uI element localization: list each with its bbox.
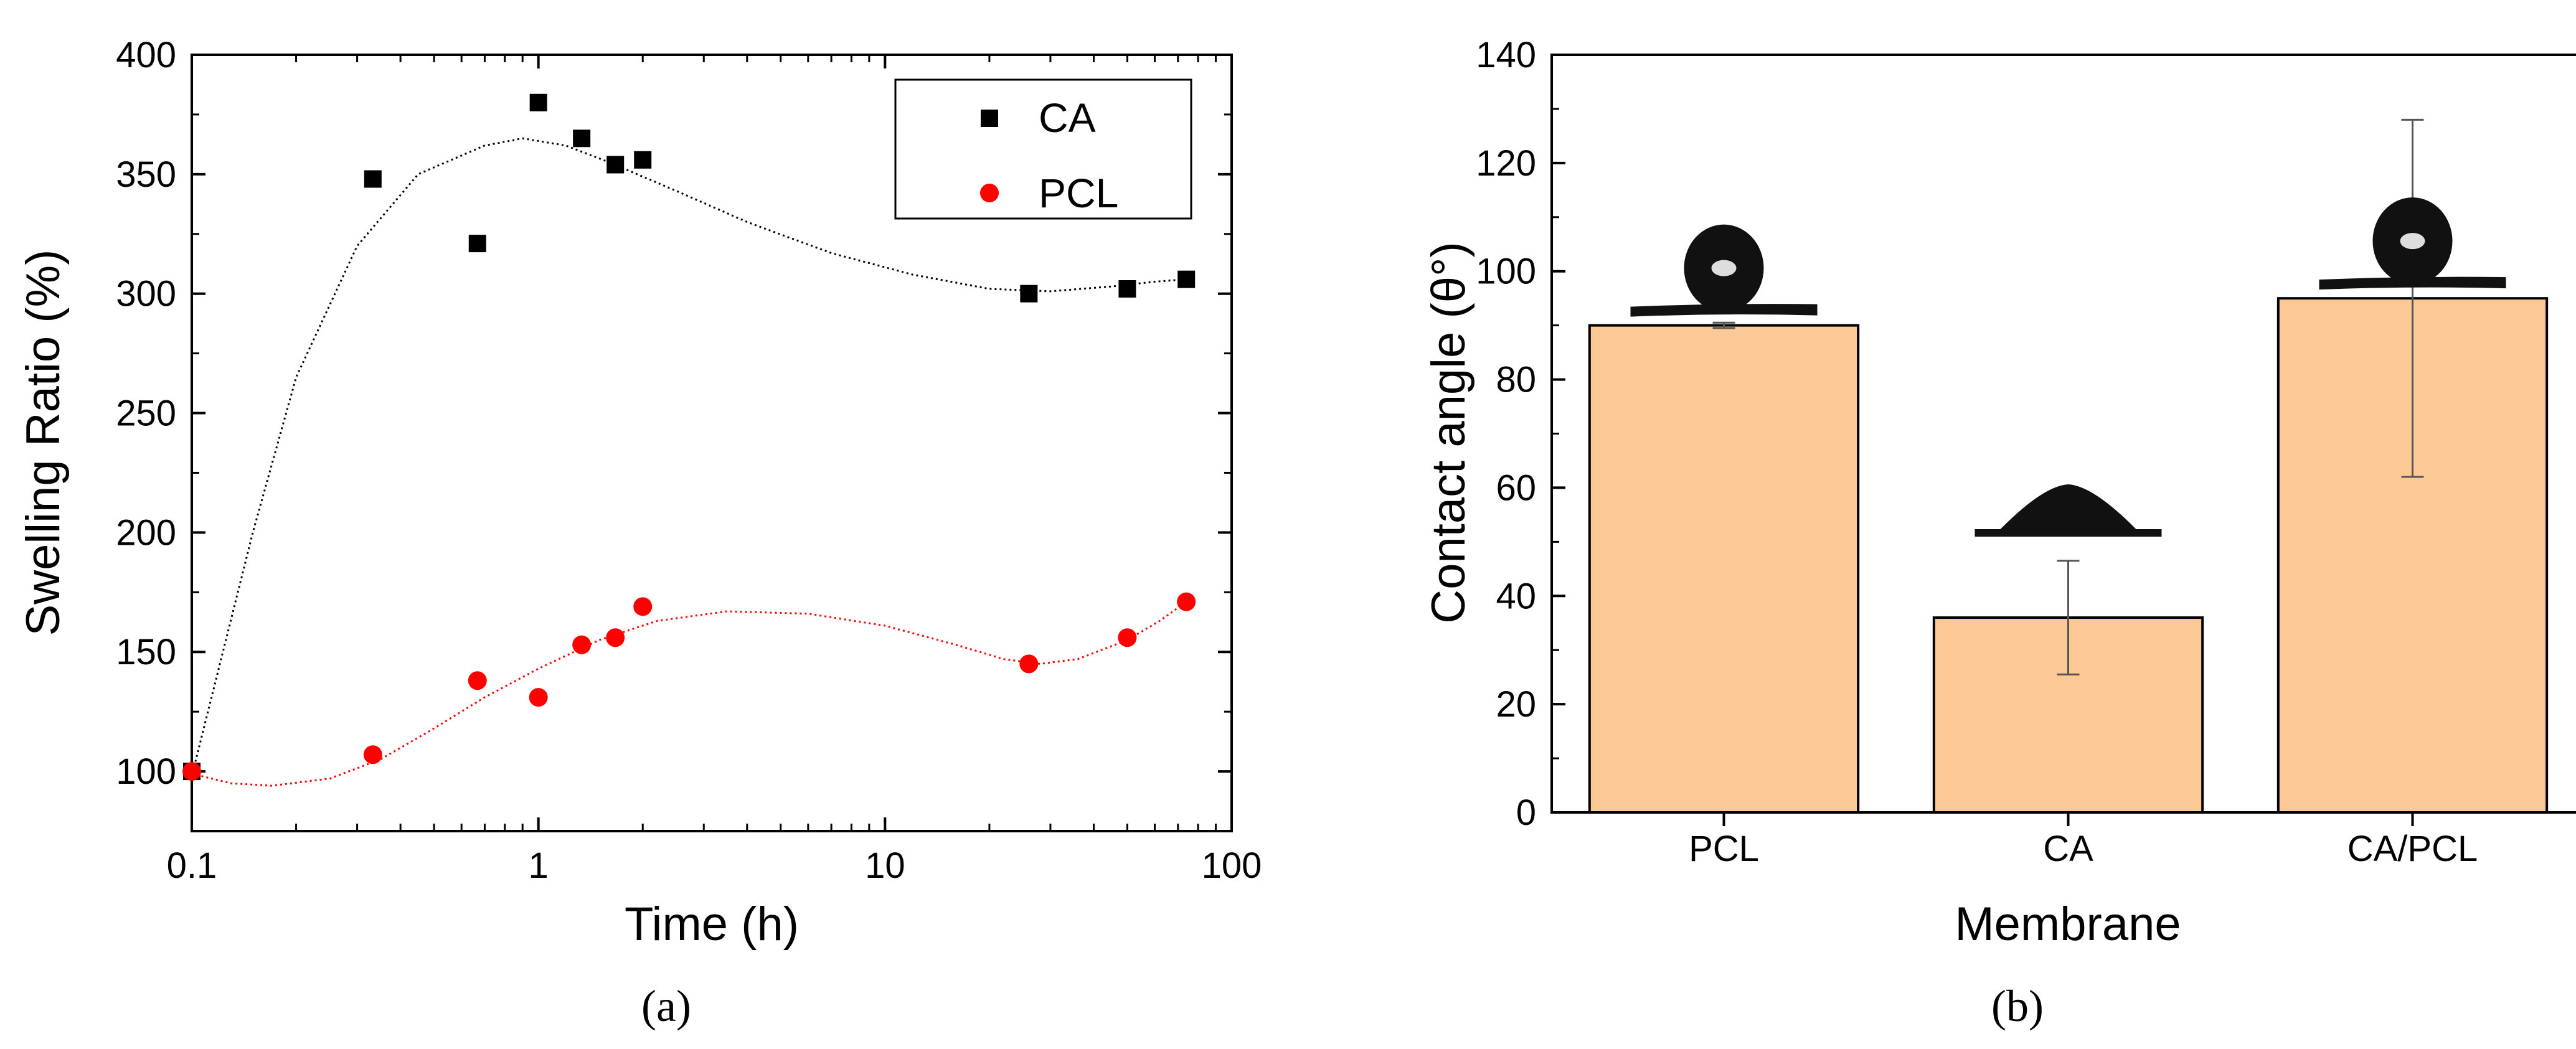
data-point-ca: [573, 129, 591, 148]
fit-curve-ca: [191, 137, 1187, 777]
panel-b-ticks: 0 20 40 60 80 100 120 140 PCL CA CA/PCL: [1476, 35, 2478, 869]
panel-a-y-axis-title: Swelling Ratio (%): [17, 250, 70, 636]
data-point-ca: [1177, 270, 1196, 288]
data-point-pcl: [468, 671, 487, 690]
b-y-tick-label: 100: [1476, 252, 1536, 292]
data-point-pcl: [363, 745, 382, 764]
panel-a-label: (a): [641, 981, 691, 1031]
a-y-tick-label: 100: [116, 751, 176, 792]
droplet-highlight: [1711, 260, 1737, 276]
data-point-pcl: [572, 635, 592, 654]
a-x-tick-label: 10: [865, 845, 905, 886]
droplet-ca: [1999, 484, 2137, 530]
b-y-tick-label: 40: [1496, 576, 1536, 616]
panel-a-legend: CA PCL: [894, 78, 1192, 220]
data-point-ca: [468, 235, 486, 253]
data-point-pcl: [1118, 628, 1137, 647]
b-y-tick-label: 120: [1476, 143, 1536, 184]
data-point-ca: [1020, 285, 1038, 303]
b-y-tick-label: 140: [1476, 35, 1536, 75]
panel-a-data-points: [182, 93, 1196, 781]
panel-b-contact-angle-chart: 0 20 40 60 80 100 120 140 PCL CA CA/PCL Membrane C…: [1422, 35, 2576, 1031]
legend-pcl-label: PCL: [1039, 170, 1118, 216]
b-x-tick-label: CA/PCL: [2347, 829, 2478, 869]
b-y-tick-label: 20: [1496, 684, 1536, 725]
a-x-tick-label: 100: [1202, 845, 1262, 886]
a-y-tick-label: 300: [116, 274, 176, 314]
panel-b-y-axis-title: Contact angle (θ°): [1422, 242, 1475, 623]
data-point-pcl: [1177, 592, 1196, 611]
legend-pcl-circle-marker: [980, 184, 999, 202]
droplet-highlight: [2400, 233, 2425, 250]
data-point-ca: [529, 93, 547, 111]
a-y-tick-label: 200: [116, 512, 176, 553]
a-y-tick-label: 150: [116, 632, 176, 672]
data-point-pcl: [182, 762, 201, 781]
panel-a-swelling-ratio-chart: 0.1 1 10 100 100 150 200 250 300 350 400 CA PCL Ti…: [17, 35, 1262, 1031]
b-y-tick-label: 0: [1516, 793, 1536, 833]
b-y-tick-label: 80: [1496, 360, 1536, 400]
b-x-tick-label: PCL: [1689, 829, 1759, 869]
panel-a-fit-curves: [191, 137, 1187, 787]
a-y-tick-label: 400: [116, 35, 176, 75]
a-x-tick-label: 0.1: [167, 845, 217, 886]
panel-b-x-axis-title: Membrane: [1955, 898, 2181, 951]
legend-box: [894, 78, 1192, 220]
a-y-tick-label: 350: [116, 154, 176, 195]
b-x-tick-label: CA: [2043, 829, 2093, 869]
data-point-ca: [364, 170, 382, 188]
fit-curve-pcl: [191, 601, 1187, 787]
data-point-pcl: [606, 628, 625, 647]
a-x-tick-label: 1: [529, 845, 549, 886]
panel-a-plot-frame: [191, 54, 1233, 832]
a-y-tick-label: 250: [116, 393, 176, 434]
data-point-pcl: [633, 597, 653, 616]
panel-a-ticks: 0.1 1 10 100 100 150 200 250 300 350 400: [116, 35, 1262, 886]
droplet-surface-ca: [1974, 529, 2162, 537]
panel-b-bars: [1588, 118, 2549, 814]
bar-pcl: [1588, 324, 1860, 814]
panel-a-x-axis-title: Time (h): [625, 898, 799, 951]
b-y-tick-label: 60: [1496, 468, 1536, 508]
data-point-ca: [634, 151, 652, 169]
data-point-ca: [606, 156, 625, 174]
legend-ca-square-marker: [981, 110, 998, 127]
legend-ca-label: CA: [1039, 95, 1096, 141]
data-point-ca: [1118, 280, 1136, 298]
panel-b-droplet-images: [1630, 197, 2506, 537]
data-point-pcl: [529, 688, 548, 707]
panel-b-label: (b): [1991, 981, 2044, 1031]
data-point-pcl: [1019, 654, 1039, 674]
